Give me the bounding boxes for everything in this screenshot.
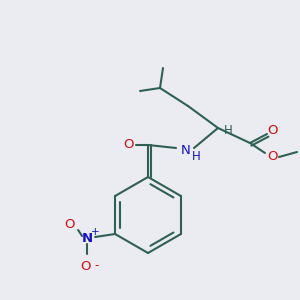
Text: O: O xyxy=(267,151,277,164)
Text: -: - xyxy=(94,260,98,272)
Text: O: O xyxy=(80,260,90,272)
Text: H: H xyxy=(192,149,200,163)
Text: N: N xyxy=(181,143,191,157)
Text: O: O xyxy=(267,124,277,137)
Text: H: H xyxy=(224,124,232,137)
Text: +: + xyxy=(91,227,99,237)
Text: N: N xyxy=(82,232,93,245)
Text: O: O xyxy=(123,139,133,152)
Text: O: O xyxy=(64,218,74,232)
